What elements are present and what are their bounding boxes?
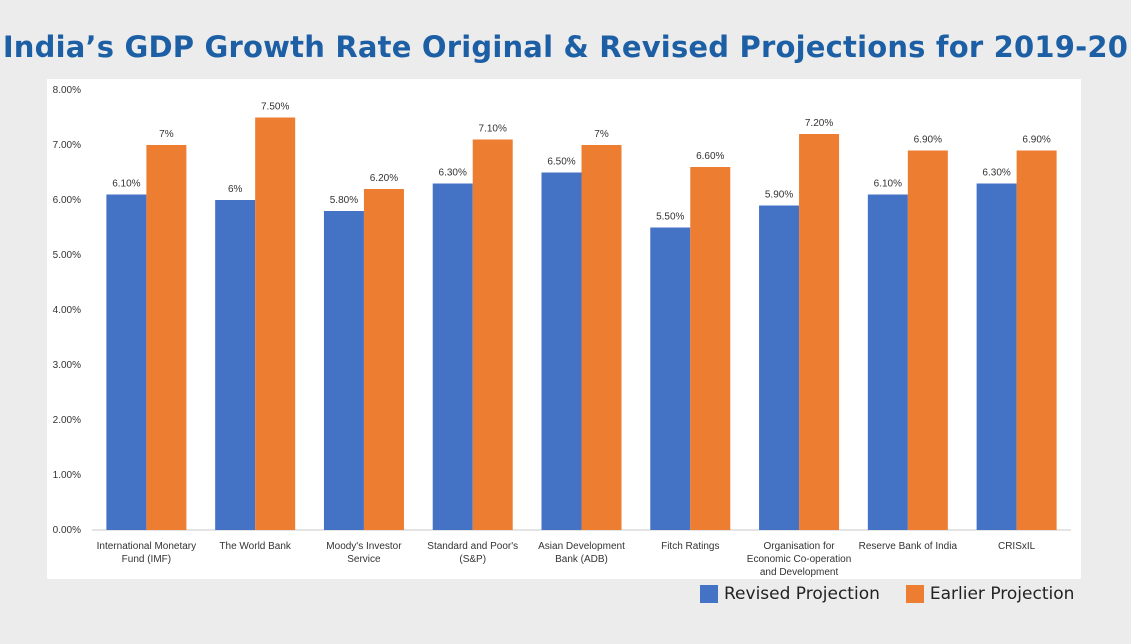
data-label: 5.80%: [330, 195, 358, 206]
data-label: 6.10%: [874, 179, 902, 190]
y-tick-label: 7.00%: [53, 140, 81, 151]
data-label: 7%: [159, 129, 174, 140]
data-label: 5.90%: [765, 190, 793, 201]
data-label: 6.30%: [982, 168, 1010, 179]
x-tick-label: Fitch Ratings: [661, 541, 719, 552]
x-tick-label: Standard and Poor's: [427, 541, 518, 552]
legend-item-earlier: Earlier Projection: [905, 584, 1075, 604]
bar-earlier: [146, 145, 187, 530]
data-label: 6.20%: [370, 173, 398, 184]
x-tick-label: and Development: [760, 567, 839, 578]
legend-label-revised: Revised Projection: [724, 584, 880, 604]
x-tick-label: Organisation for: [763, 541, 835, 552]
bar-earlier: [581, 145, 622, 530]
legend-item-revised: Revised Projection: [700, 584, 880, 604]
data-label: 5.50%: [656, 212, 684, 223]
x-tick-label: Fund (IMF): [122, 554, 171, 565]
x-tick-label: Bank (ADB): [555, 554, 608, 565]
x-tick-label: Asian Development: [538, 541, 625, 552]
data-label: 6.10%: [112, 179, 140, 190]
y-tick-label: 8.00%: [53, 85, 81, 96]
y-tick-label: 1.00%: [53, 470, 81, 481]
y-tick-label: 5.00%: [53, 250, 81, 261]
bar-revised: [432, 183, 473, 530]
x-tick-label: CRISxIL: [998, 541, 1036, 552]
x-tick-label: Service: [347, 554, 381, 565]
bar-revised: [541, 172, 582, 530]
legend-label-earlier: Earlier Projection: [929, 584, 1075, 604]
bar-earlier: [255, 117, 296, 530]
data-label: 6.90%: [914, 135, 942, 146]
y-tick-label: 2.00%: [53, 415, 81, 426]
data-label: 6%: [228, 184, 243, 195]
data-label: 6.90%: [1022, 135, 1050, 146]
x-tick-label: (S&P): [459, 554, 486, 565]
bar-earlier: [690, 167, 731, 530]
bar-revised: [867, 194, 908, 530]
data-label: 7.20%: [805, 118, 833, 129]
bar-revised: [759, 205, 800, 530]
y-tick-label: 4.00%: [53, 305, 81, 316]
bar-earlier: [363, 189, 404, 530]
data-label: 7.10%: [479, 124, 507, 135]
bar-earlier: [907, 150, 948, 530]
bar-revised: [106, 194, 147, 530]
data-label: 6.60%: [696, 151, 724, 162]
legend-swatch-earlier: [905, 585, 924, 603]
bar-earlier: [799, 134, 840, 530]
y-tick-label: 6.00%: [53, 195, 81, 206]
legend: Revised Projection Earlier Projection: [700, 584, 1100, 604]
data-label: 6.30%: [439, 168, 467, 179]
y-tick-label: 0.00%: [53, 525, 81, 536]
legend-swatch-revised: [700, 585, 718, 603]
bar-revised: [976, 183, 1017, 530]
x-tick-label: Moody's Investor: [326, 541, 402, 552]
bar-revised: [650, 227, 691, 530]
bar-revised: [215, 200, 256, 530]
bar-revised: [323, 211, 364, 530]
bar-earlier: [472, 139, 513, 530]
data-label: 7%: [594, 129, 609, 140]
data-label: 6.50%: [547, 157, 575, 168]
x-tick-label: The World Bank: [219, 541, 292, 552]
x-tick-label: Economic Co-operation: [747, 554, 852, 565]
y-tick-label: 3.00%: [53, 360, 81, 371]
chart-title: India’s GDP Growth Rate Original & Revis…: [2, 30, 1129, 64]
x-tick-label: Reserve Bank of India: [859, 541, 958, 552]
x-tick-label: International Monetary: [97, 541, 197, 552]
data-label: 7.50%: [261, 102, 289, 113]
bar-earlier: [1016, 150, 1057, 530]
